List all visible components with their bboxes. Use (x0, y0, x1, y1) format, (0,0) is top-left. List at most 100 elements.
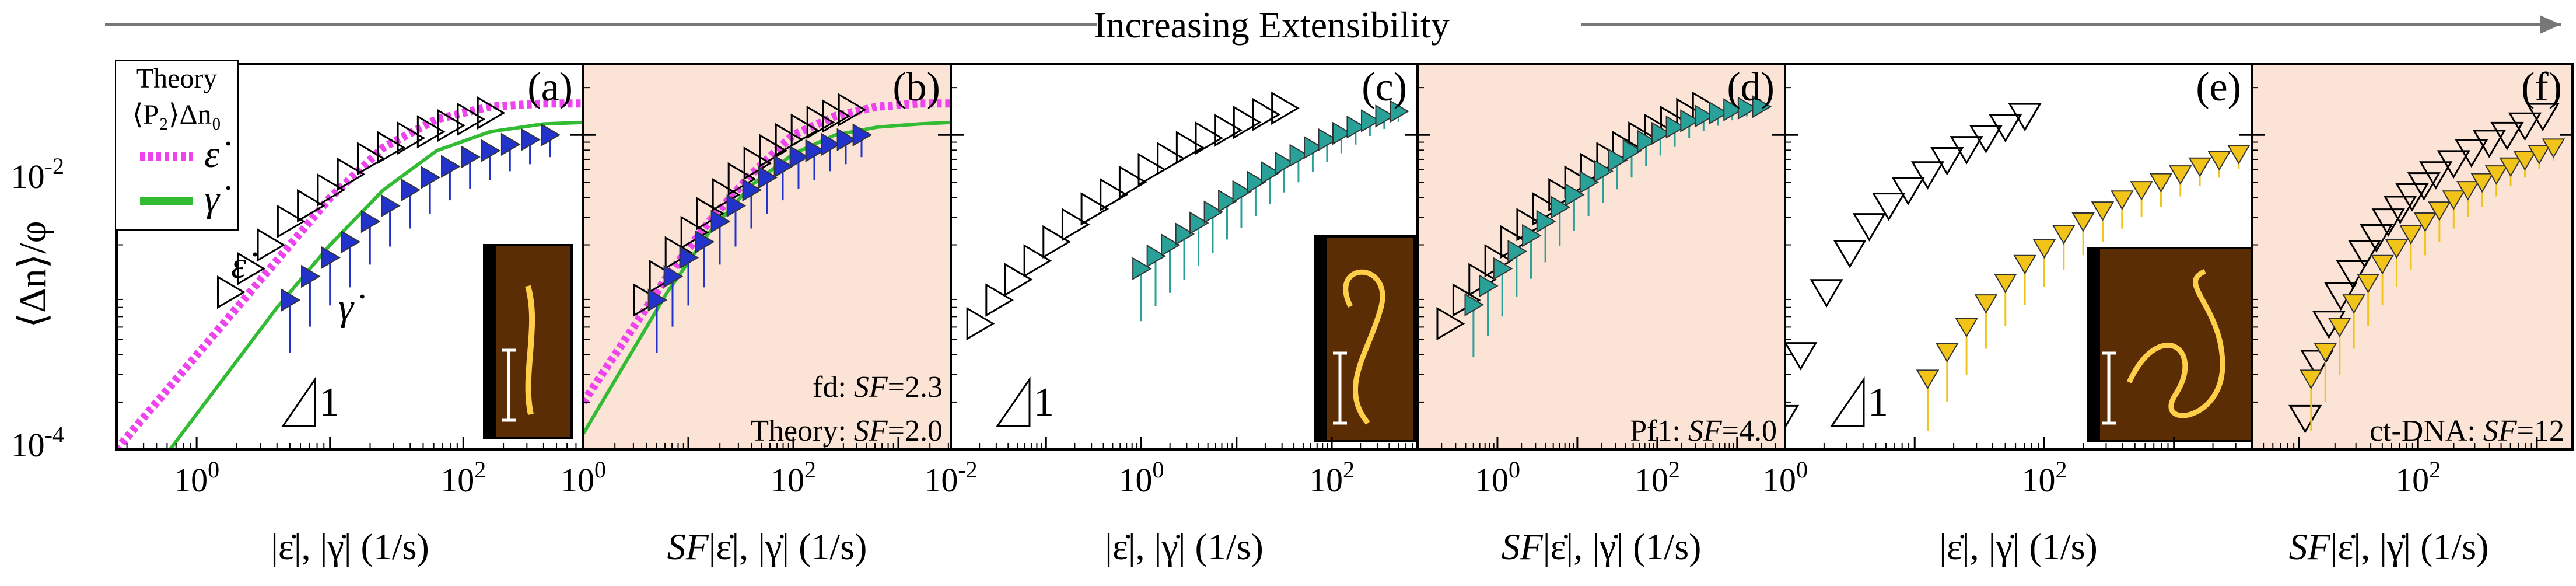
x-tick-label: 102 (440, 456, 486, 499)
x-tick-label: 10-2 (924, 456, 977, 499)
data-point (2013, 254, 2036, 275)
data-point (985, 283, 1014, 317)
data-point (696, 197, 725, 231)
series-line (117, 99, 583, 449)
panel-annotation: Pf1: SF=4.0 (1630, 414, 1777, 448)
data-point (2384, 196, 2417, 225)
data-point (2130, 181, 2153, 201)
data-point (381, 194, 401, 218)
data-point (237, 252, 265, 285)
data-point (2472, 130, 2507, 159)
data-point (2328, 318, 2351, 338)
data-point (337, 157, 366, 191)
slope-label: 1 (319, 380, 340, 425)
data-point (1936, 343, 1959, 363)
data-point (1042, 225, 1071, 259)
legend-title: Theory (136, 63, 218, 94)
data-point (1464, 293, 1485, 316)
data-point (1346, 116, 1367, 139)
data-point (759, 134, 788, 168)
panel-c: 1 (c) 10-2 100 102 |ε̇|, |γ̇| (1/s) (924, 63, 1419, 567)
data-point (1579, 170, 1600, 194)
data-point (2360, 224, 2393, 253)
data-point (2528, 145, 2551, 165)
data-point (481, 139, 501, 162)
data-point (2356, 274, 2380, 294)
slope-triangle: 1 (1830, 376, 1888, 427)
data-point (521, 128, 541, 152)
data-point (1203, 200, 1224, 224)
data-point (377, 131, 405, 165)
y-tick-label-2: 10-4 (11, 421, 64, 464)
data-point (1023, 244, 1052, 278)
data-point (1665, 116, 1686, 139)
x-tick-label: 102 (1309, 456, 1354, 499)
x-tick-label: 100 (561, 456, 606, 499)
data-point (1536, 210, 1556, 233)
panel-f: (f) ct-DNA: SF=12 102 SF|ε̇|, |γ̇| (1/s) (2250, 63, 2574, 567)
data-point (1723, 98, 1743, 121)
data-point (2371, 254, 2394, 275)
data-point (257, 228, 286, 262)
data-point (2499, 157, 2522, 177)
data-point (1522, 224, 1542, 247)
data-point (695, 230, 715, 254)
data-point (1004, 263, 1033, 297)
data-point (633, 283, 662, 317)
data-point (2542, 138, 2566, 158)
data-point (1360, 109, 1381, 132)
data-point (301, 264, 321, 288)
data-point (1218, 189, 1238, 213)
data-point (461, 145, 481, 169)
data-point (1548, 177, 1577, 212)
header-title: Increasing Extensibility (1094, 4, 1450, 46)
panel-d: (d) Pf1: SF=4.0 100 102 SF|ε̇|, |γ̇| (1/s) (1416, 63, 1786, 567)
plot-area (2288, 103, 2566, 434)
data-point (1271, 91, 1300, 125)
data-point (2300, 369, 2323, 389)
data-point (321, 246, 341, 270)
data-point (2413, 212, 2437, 232)
data-point (1930, 147, 1964, 176)
data-point (1891, 177, 1925, 205)
inset-micrograph (483, 244, 573, 439)
data-point (2207, 151, 2231, 171)
x-tick-label: 100 (1475, 456, 1520, 499)
x-tick-label: 102 (2395, 456, 2441, 499)
data-point (437, 109, 466, 142)
slope-label: 1 (1868, 380, 1888, 425)
data-point (1138, 152, 1167, 187)
plot-area (1785, 103, 2250, 431)
panel-background (1418, 64, 1785, 449)
panel-e: 1 (e) 100 102 |ε̇|, |γ̇| (1/s) (1762, 63, 2253, 567)
data-point (401, 178, 421, 202)
data-point (1709, 101, 1729, 125)
inset-micrograph (1314, 235, 1416, 442)
data-point (441, 155, 461, 178)
data-point (1175, 222, 1195, 246)
data-point (2071, 212, 2095, 232)
data-point (501, 132, 521, 156)
data-point (1637, 130, 1657, 153)
data-point (1304, 136, 1324, 159)
x-axis-label: |ε̇|, |γ̇| (1/s) (271, 526, 429, 567)
data-point (1565, 183, 1585, 207)
data-point (966, 306, 995, 341)
data-point (1737, 96, 1758, 120)
panel-annotation: Theory: SF=2.0 (750, 414, 943, 448)
data-point (2508, 112, 2542, 141)
data-point (416, 115, 446, 149)
data-point (710, 210, 731, 233)
data-point (742, 178, 762, 202)
x-tick-label: 100 (1762, 456, 1808, 499)
data-point (2470, 173, 2494, 193)
data-point (360, 210, 381, 233)
data-point (2419, 161, 2453, 190)
data-point (276, 204, 306, 239)
data-point (679, 246, 699, 270)
data-point (1994, 274, 2017, 294)
data-point (1389, 100, 1409, 123)
series-line (169, 120, 583, 449)
x-tick-label: 102 (771, 456, 816, 499)
data-point (457, 102, 486, 136)
